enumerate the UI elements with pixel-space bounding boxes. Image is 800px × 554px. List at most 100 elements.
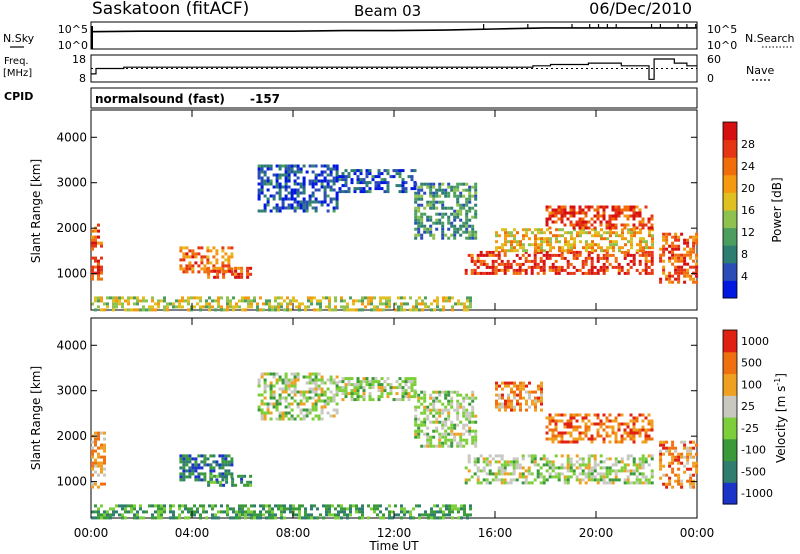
echo-cell	[250, 299, 253, 303]
echo-cell	[611, 214, 615, 218]
echo-cell	[554, 422, 558, 426]
echo-cell	[465, 212, 469, 216]
echo-cell	[457, 510, 460, 514]
echo-cell	[368, 386, 372, 390]
echo-cell	[160, 516, 163, 520]
echo-cell	[593, 271, 597, 275]
echo-cell	[383, 178, 387, 182]
echo-cell	[278, 375, 282, 379]
echo-cell	[284, 206, 288, 210]
echo-cell	[418, 516, 421, 520]
echo-cell	[557, 431, 561, 435]
echo-cell	[352, 302, 355, 306]
echo-cell	[686, 271, 690, 275]
echo-cell	[680, 253, 684, 257]
echo-cell	[343, 513, 346, 517]
echo-cell	[246, 275, 250, 279]
echo-cell	[221, 463, 225, 467]
echo-cell	[349, 513, 352, 517]
colorbar-swatch	[723, 262, 737, 281]
echo-cell	[263, 173, 267, 177]
echo-cell	[501, 405, 504, 409]
echo-cell	[674, 256, 678, 260]
echo-cell	[268, 516, 271, 520]
echo-cell	[433, 513, 436, 517]
echo-cell	[271, 507, 274, 511]
echo-cell	[417, 203, 421, 207]
frequency-series	[91, 58, 697, 80]
echo-cell	[106, 302, 109, 306]
echo-cell	[335, 200, 339, 204]
echo-cell	[328, 513, 331, 517]
echo-cell	[638, 431, 642, 435]
echo-cell	[227, 255, 231, 259]
echo-cell	[418, 504, 421, 508]
echo-cell	[121, 305, 124, 309]
echo-cell	[323, 197, 327, 201]
echo-cell	[296, 378, 300, 382]
echo-cell	[596, 478, 600, 482]
echo-cell	[557, 475, 561, 479]
echo-cell	[151, 513, 154, 517]
echo-cell	[513, 393, 516, 397]
echo-cell	[370, 299, 373, 303]
echo-cell	[560, 472, 564, 476]
echo-cell	[424, 513, 427, 517]
echo-cell	[650, 457, 654, 461]
noise-right-label: N.Search	[745, 32, 795, 45]
echo-cell	[280, 507, 283, 511]
echo-cell	[287, 393, 291, 397]
echo-cell	[632, 481, 636, 485]
echo-cell	[516, 231, 519, 235]
echo-cell	[599, 475, 603, 479]
echo-cell	[551, 431, 555, 435]
echo-cell	[463, 513, 466, 517]
echo-cell	[262, 504, 265, 508]
echo-cell	[179, 246, 183, 250]
echo-cell	[320, 411, 324, 415]
echo-cell	[524, 259, 528, 263]
echo-cell	[213, 480, 217, 484]
echo-cell	[314, 381, 318, 385]
echo-cell	[178, 305, 181, 309]
echo-cell	[220, 308, 223, 312]
echo-cell	[332, 188, 336, 192]
echo-cell	[226, 308, 229, 312]
echo-cell	[326, 387, 330, 391]
echo-cell	[459, 212, 463, 216]
echo-cell	[470, 475, 474, 479]
echo-cell	[504, 384, 507, 388]
echo-cell	[210, 474, 214, 478]
echo-cell	[305, 408, 309, 412]
echo-cell	[377, 175, 381, 179]
echo-cell	[361, 302, 364, 306]
echo-cell	[659, 443, 663, 447]
echo-cell	[635, 268, 639, 272]
echo-cell	[308, 372, 312, 376]
echo-cell	[386, 392, 390, 396]
echo-cell	[444, 393, 448, 397]
echo-cell	[266, 167, 270, 171]
echo-cell	[250, 504, 253, 508]
echo-cell	[671, 446, 675, 450]
echo-cell	[488, 265, 492, 269]
echo-cell	[221, 264, 225, 268]
echo-cell	[331, 308, 334, 312]
echo-cell	[557, 413, 561, 417]
echo-cell	[639, 240, 642, 244]
echo-cell	[293, 206, 297, 210]
echo-cell	[188, 249, 192, 253]
echo-cell	[359, 395, 363, 399]
echo-cell	[365, 175, 369, 179]
echo-cell	[277, 296, 280, 300]
echo-cell	[602, 466, 606, 470]
echo-cell	[689, 247, 693, 251]
echo-cell	[504, 381, 507, 385]
echo-cell	[257, 197, 261, 201]
echo-cell	[313, 296, 316, 300]
echo-cell	[332, 399, 336, 403]
echo-cell	[310, 504, 313, 508]
echo-cell	[641, 223, 645, 227]
echo-cell	[665, 482, 669, 486]
